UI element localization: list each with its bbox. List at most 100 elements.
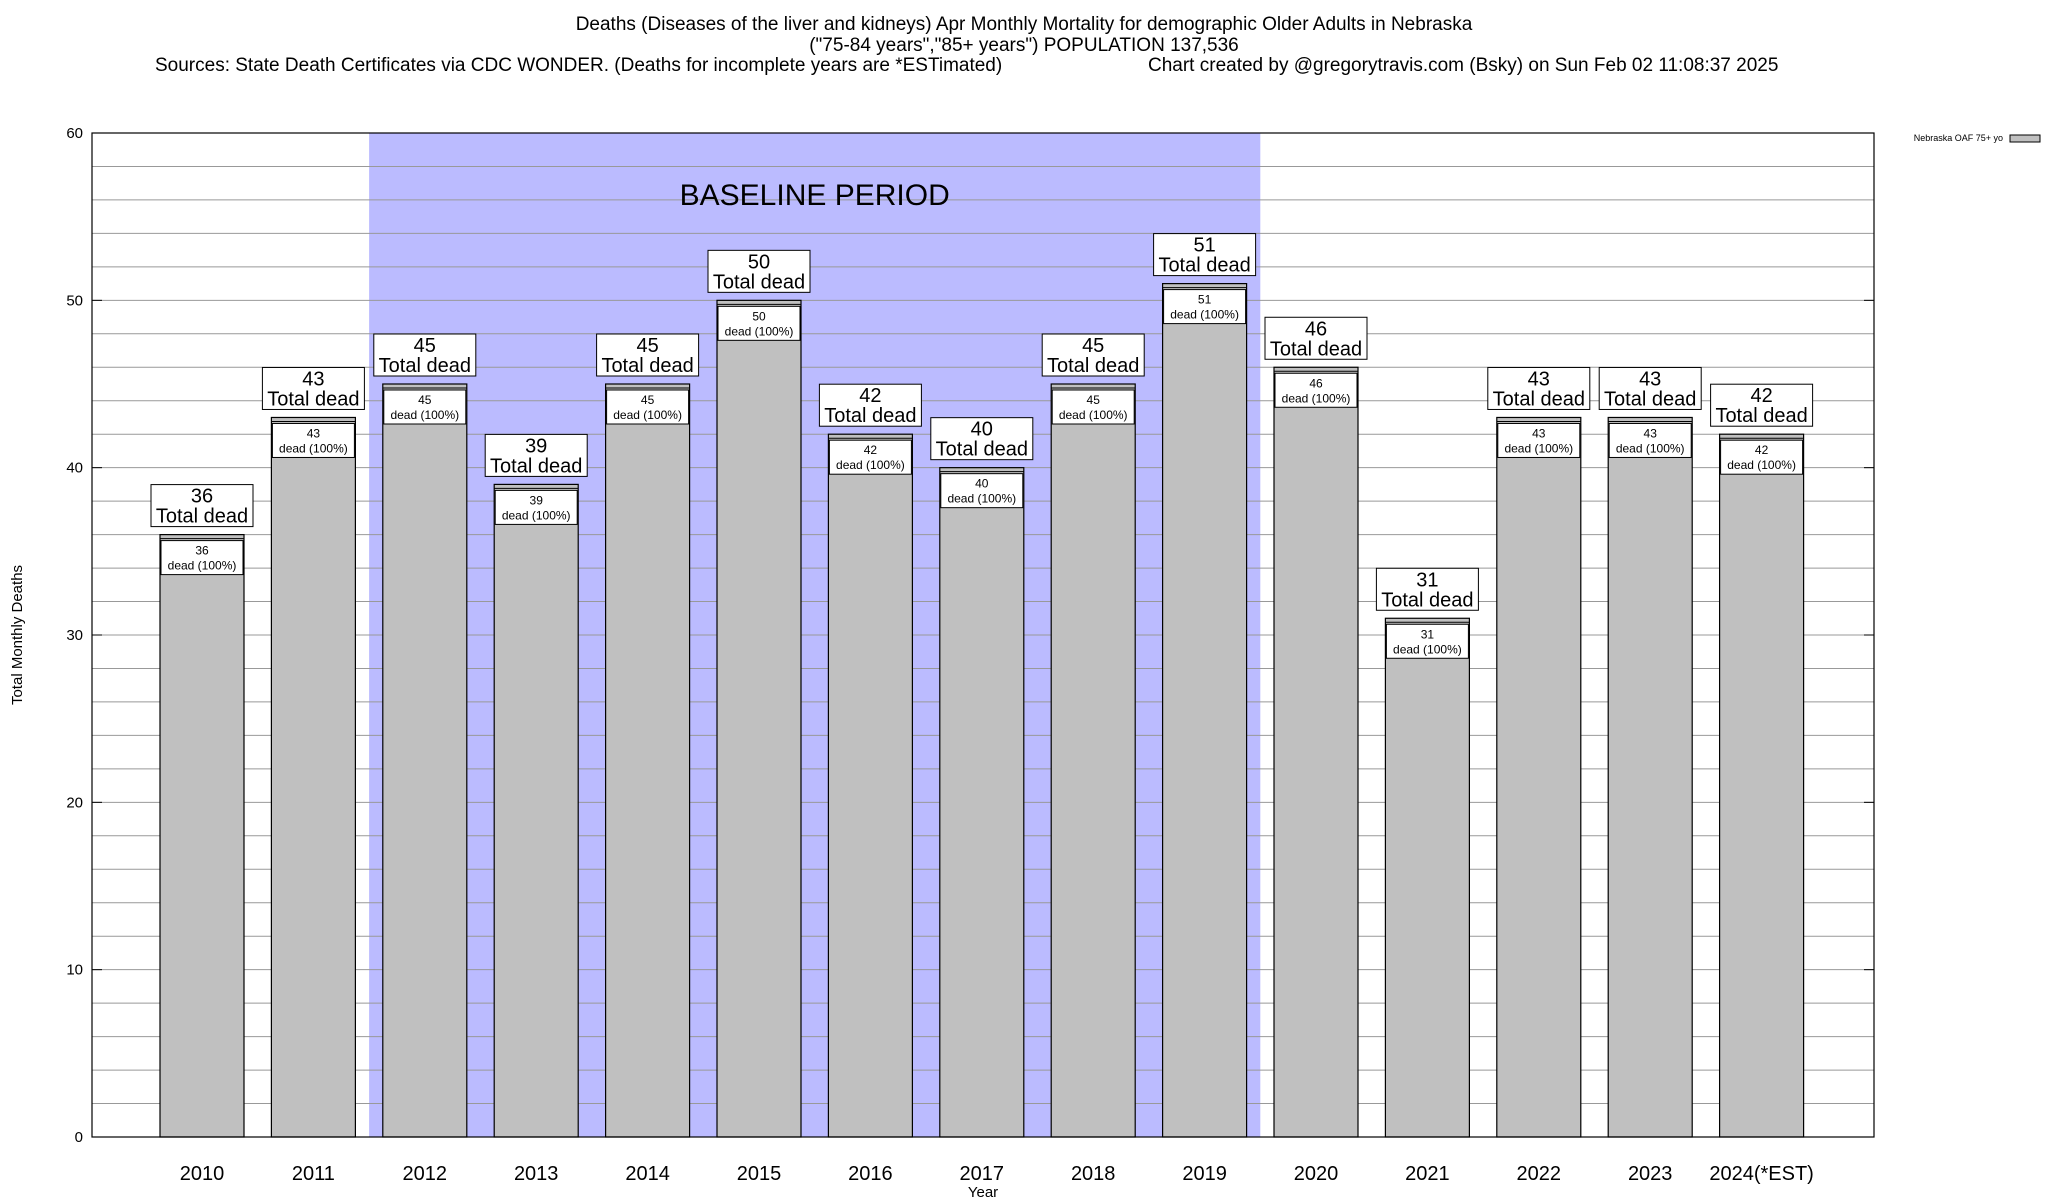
total-dead-label: Total dead xyxy=(1604,388,1696,410)
inner-percent-label: dead (100%) xyxy=(613,408,682,422)
inner-value-label: 45 xyxy=(641,393,655,407)
total-label-box xyxy=(596,333,700,377)
total-label-box xyxy=(484,433,588,477)
baseline-period-label: BASELINE PERIOD xyxy=(680,179,950,212)
x-tick-label: 2021 xyxy=(1405,1163,1450,1185)
total-dead-label: Total dead xyxy=(1381,589,1473,611)
inner-percent-label: dead (100%) xyxy=(1616,441,1685,455)
total-value-label: 43 xyxy=(1639,368,1661,390)
y-tick-label: 50 xyxy=(66,292,83,309)
x-tick-label: 2023 xyxy=(1628,1163,1673,1185)
inner-value-label: 43 xyxy=(1532,426,1546,440)
total-dead-label: Total dead xyxy=(1158,255,1250,277)
total-dead-label: Total dead xyxy=(490,455,582,477)
inner-percent-label: dead (100%) xyxy=(279,441,348,455)
total-label-box xyxy=(818,383,922,427)
bar xyxy=(1718,433,1805,1138)
total-dead-label: Total dead xyxy=(1493,388,1585,410)
total-value-label: 39 xyxy=(525,435,547,457)
inner-percent-label: dead (100%) xyxy=(725,324,794,338)
y-tick-label: 0 xyxy=(75,1129,83,1146)
x-tick-label: 2016 xyxy=(848,1163,893,1185)
x-tick-label: 2010 xyxy=(180,1163,225,1185)
total-dead-label: Total dead xyxy=(1047,355,1139,377)
inner-value-label: 42 xyxy=(1755,443,1769,457)
total-dead-label: Total dead xyxy=(601,355,693,377)
x-tick-label: 2018 xyxy=(1071,1163,1116,1185)
inner-value-label: 45 xyxy=(1087,393,1101,407)
total-dead-label: Total dead xyxy=(379,355,471,377)
bar xyxy=(1496,416,1582,1138)
chart-subtitle: ("75-84 years","85+ years") POPULATION 1… xyxy=(809,35,1239,56)
total-value-label: 40 xyxy=(971,419,993,441)
inner-percent-label: dead (100%) xyxy=(168,559,237,573)
bar xyxy=(1161,283,1248,1138)
y-tick-label: 20 xyxy=(66,794,83,811)
inner-value-label: 42 xyxy=(864,443,878,457)
total-label-box xyxy=(707,249,811,293)
total-dead-label: Total dead xyxy=(713,271,805,293)
x-axis-label: Year xyxy=(968,1184,998,1200)
x-tick-label: 2024(*EST) xyxy=(1709,1163,1814,1185)
bar xyxy=(827,433,914,1138)
total-value-label: 43 xyxy=(1528,368,1550,390)
y-tick-label: 60 xyxy=(66,125,83,142)
total-dead-label: Total dead xyxy=(1715,405,1807,427)
inner-label-box xyxy=(160,540,244,576)
inner-percent-label: dead (100%) xyxy=(1170,308,1239,322)
total-value-label: 45 xyxy=(1082,335,1104,357)
x-tick-label: 2017 xyxy=(960,1163,1005,1185)
legend-swatch xyxy=(2009,134,2041,143)
total-label-box xyxy=(1487,366,1591,410)
inner-percent-label: dead (100%) xyxy=(1282,391,1351,405)
total-dead-label: Total dead xyxy=(267,388,359,410)
inner-value-label: 45 xyxy=(418,393,432,407)
inner-value-label: 36 xyxy=(195,544,209,558)
inner-label-box xyxy=(1163,289,1247,325)
inner-value-label: 51 xyxy=(1198,293,1212,307)
inner-label-box xyxy=(1385,623,1469,659)
total-value-label: 51 xyxy=(1193,235,1215,257)
total-label-box xyxy=(1598,366,1702,410)
bar xyxy=(716,299,802,1138)
inner-value-label: 40 xyxy=(975,477,989,491)
x-tick-label: 2014 xyxy=(625,1163,670,1185)
inner-percent-label: dead (100%) xyxy=(502,508,571,522)
sources-note: Sources: State Death Certificates via CD… xyxy=(155,55,1003,76)
total-label-box xyxy=(1264,316,1368,360)
total-label-box xyxy=(930,417,1034,461)
bar xyxy=(939,467,1025,1138)
inner-percent-label: dead (100%) xyxy=(836,458,905,472)
plot-frame xyxy=(91,132,1875,1138)
chart-title: Deaths (Diseases of the liver and kidney… xyxy=(575,14,1473,35)
x-tick-label: 2019 xyxy=(1182,1163,1227,1185)
total-label-box xyxy=(1153,233,1257,277)
x-tick-label: 2022 xyxy=(1517,1163,1562,1185)
total-value-label: 36 xyxy=(191,486,213,508)
total-value-label: 50 xyxy=(748,251,770,273)
total-label-box xyxy=(373,333,477,377)
inner-percent-label: dead (100%) xyxy=(947,492,1016,506)
inner-value-label: 46 xyxy=(1309,376,1323,390)
bar xyxy=(1384,617,1471,1138)
inner-label-box xyxy=(1051,389,1135,425)
y-tick-label: 40 xyxy=(66,460,83,477)
credit-note: Chart created by @gregorytravis.com (Bsk… xyxy=(1148,55,1779,76)
inner-value-label: 43 xyxy=(307,426,321,440)
total-label-box xyxy=(1710,383,1814,427)
total-label-box xyxy=(150,484,254,528)
total-value-label: 31 xyxy=(1416,569,1438,591)
inner-label-box xyxy=(940,473,1024,509)
legend-label: Nebraska OAF 75+ yo xyxy=(1914,133,2003,143)
bar xyxy=(270,416,356,1138)
inner-label-box xyxy=(271,422,355,458)
total-value-label: 43 xyxy=(302,368,324,390)
inner-percent-label: dead (100%) xyxy=(1727,458,1796,472)
x-tick-label: 2015 xyxy=(737,1163,782,1185)
inner-label-box xyxy=(606,389,690,425)
x-tick-label: 2012 xyxy=(403,1163,448,1185)
total-dead-label: Total dead xyxy=(1270,338,1362,360)
total-value-label: 42 xyxy=(859,385,881,407)
inner-label-box xyxy=(1720,439,1804,475)
bar xyxy=(1607,416,1693,1138)
